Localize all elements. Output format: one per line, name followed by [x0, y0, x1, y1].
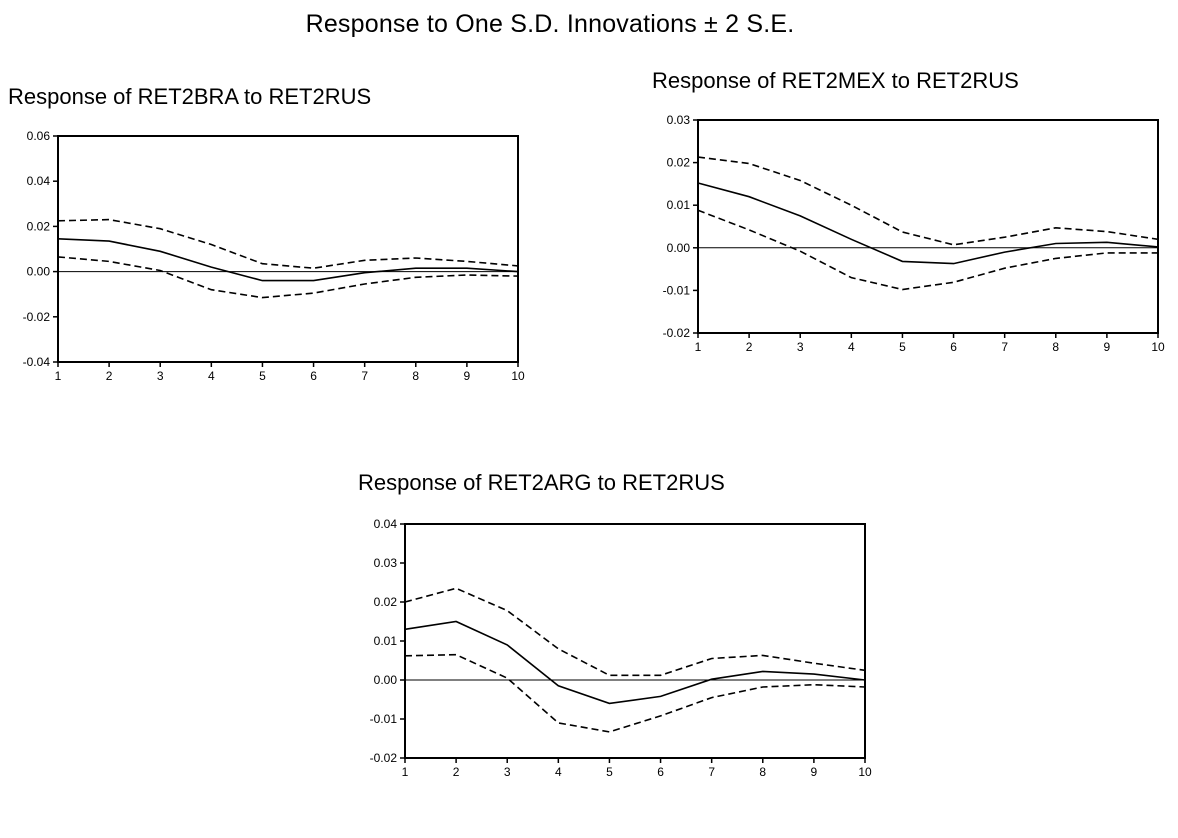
y-tick-label: 0.03 — [667, 113, 691, 127]
chart-title-mex: Response of RET2MEX to RET2RUS — [652, 68, 1019, 93]
chart-panel-mex: Response of RET2MEX to RET2RUS -0.02 -0.0… — [630, 66, 1178, 436]
y-tick-label: -0.02 — [370, 751, 398, 765]
chart-panel-arg: Response of RET2ARG to RET2RUS -0.02 -0.0… — [340, 468, 880, 838]
x-tick-label: 10 — [511, 369, 525, 383]
x-tick-label: 7 — [361, 369, 368, 383]
response-line — [57, 238, 519, 282]
plot-frame — [57, 135, 519, 363]
response-line — [404, 620, 866, 705]
y-tick-label: 0.00 — [374, 673, 398, 687]
chart-plot-bra: -0.04 -0.02 0.00 0.02 0.04 0.06 1 2 3 4 5 6 7 8 9 10 — [23, 129, 525, 383]
x-tick-label: 3 — [157, 369, 164, 383]
x-tick-label: 6 — [657, 765, 664, 779]
lower-band-line — [57, 256, 519, 299]
y-tick-label: 0.00 — [27, 265, 51, 279]
x-tick-label: 10 — [1151, 340, 1165, 354]
x-tick-label: 4 — [555, 765, 562, 779]
x-tick-label: 3 — [504, 765, 511, 779]
x-tick-label: 9 — [464, 369, 471, 383]
y-tick-label: 0.01 — [374, 634, 398, 648]
y-tick-label: -0.01 — [663, 283, 691, 297]
x-tick-label: 2 — [106, 369, 113, 383]
x-tick-label: 2 — [453, 765, 460, 779]
y-tick-label: 0.03 — [374, 556, 398, 570]
x-tick-label: 2 — [746, 340, 753, 354]
x-tick-label: 5 — [899, 340, 906, 354]
y-tick-label: 0.00 — [667, 241, 691, 255]
x-tick-label: 1 — [55, 369, 62, 383]
plot-frame — [404, 523, 866, 759]
y-tick-label: 0.02 — [667, 156, 691, 170]
x-tick-label: 9 — [811, 765, 818, 779]
x-tick-label: 1 — [402, 765, 409, 779]
chart-plot-arg: -0.02 -0.01 0.00 0.01 0.02 0.03 0.04 1 2 3 4 5 6 7 8 9 1… — [370, 517, 872, 779]
x-tick-label: 6 — [950, 340, 957, 354]
y-tick-label: 0.02 — [374, 595, 398, 609]
y-tick-label: 0.02 — [27, 219, 51, 233]
y-tick-label: -0.01 — [370, 712, 398, 726]
x-tick-label: 5 — [606, 765, 613, 779]
chart-plot-mex: -0.02 -0.01 0.00 0.01 0.02 0.03 1 2 3 4 5 6 7 8 9 10 — [663, 113, 1165, 354]
x-tick-label: 8 — [412, 369, 419, 383]
upper-band-line — [404, 587, 866, 677]
x-tick-label: 5 — [259, 369, 266, 383]
x-tick-label: 7 — [1001, 340, 1008, 354]
x-tick-label: 9 — [1104, 340, 1111, 354]
y-tick-label: -0.04 — [23, 355, 51, 369]
lower-band-line — [697, 209, 1158, 291]
y-tick-label: 0.04 — [374, 517, 398, 531]
figure-title: Response to One S.D. Innovations ± 2 S.E… — [305, 10, 795, 38]
x-tick-label: 7 — [708, 765, 715, 779]
y-tick-label: 0.04 — [27, 174, 51, 188]
lower-band-line — [404, 653, 866, 733]
y-tick-label: -0.02 — [663, 326, 691, 340]
upper-band-line — [57, 218, 519, 270]
x-tick-label: 4 — [848, 340, 855, 354]
x-tick-label: 1 — [695, 340, 702, 354]
plot-frame — [697, 119, 1159, 334]
x-tick-label: 3 — [797, 340, 804, 354]
x-tick-label: 4 — [208, 369, 215, 383]
y-tick-label: 0.06 — [27, 129, 51, 143]
upper-band-line — [697, 156, 1159, 246]
x-tick-label: 10 — [858, 765, 872, 779]
x-tick-label: 6 — [310, 369, 317, 383]
y-tick-label: 0.01 — [667, 198, 691, 212]
chart-title-arg: Response of RET2ARG to RET2RUS — [358, 470, 725, 495]
x-tick-label: 8 — [1052, 340, 1059, 354]
response-line — [697, 182, 1159, 265]
chart-title-bra: Response of RET2BRA to RET2RUS — [8, 84, 372, 109]
chart-panel-bra: Response of RET2BRA to RET2RUS -0.04 -0.0… — [0, 80, 540, 450]
x-tick-label: 8 — [759, 765, 766, 779]
y-tick-label: -0.02 — [23, 310, 51, 324]
